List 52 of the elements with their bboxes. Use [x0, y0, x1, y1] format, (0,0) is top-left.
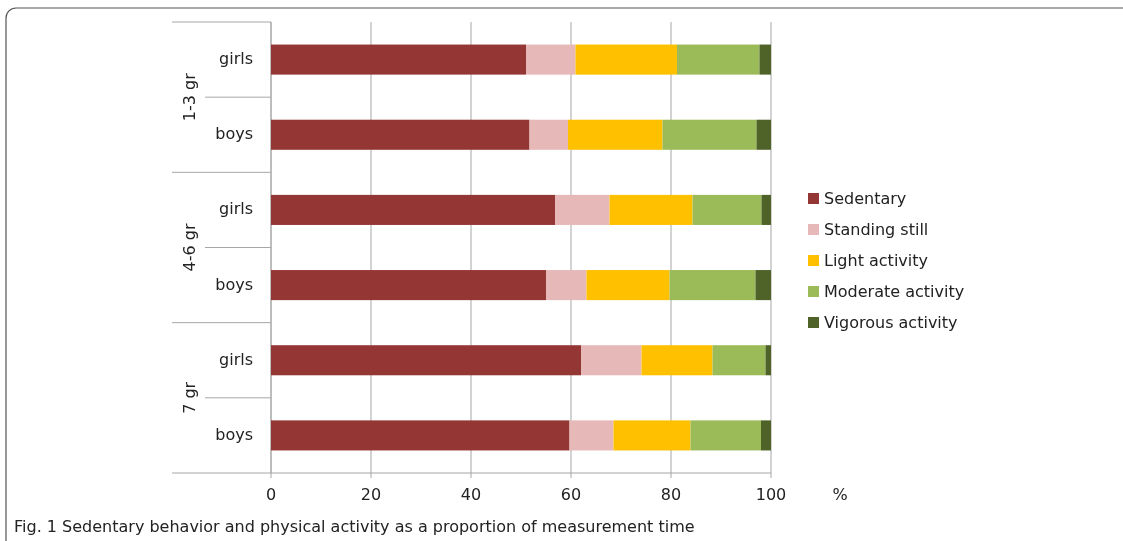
bar — [271, 44, 526, 75]
bar — [529, 119, 568, 150]
bar — [271, 420, 570, 451]
legend-label: Sedentary — [824, 188, 907, 208]
text: Fig. 1 Sedentary behavior and physical activity as a proportion of measurement time — [14, 517, 695, 536]
bar — [761, 420, 771, 451]
y-tick-label: girls — [219, 49, 253, 69]
bar — [526, 44, 576, 75]
y-tick-label: boys — [215, 424, 253, 444]
x-tick-label: 40 — [460, 485, 482, 504]
bar — [765, 345, 771, 376]
bar — [641, 345, 713, 376]
bar — [271, 270, 546, 301]
bar — [609, 194, 693, 225]
y-tick-label: boys — [215, 274, 253, 294]
bar — [569, 420, 614, 451]
legend-label: Standing still — [824, 219, 929, 239]
bar — [677, 44, 760, 75]
bar — [669, 270, 756, 301]
text: 4-6 gr — [179, 223, 199, 272]
x-axis-title: % — [832, 485, 848, 504]
bar — [271, 119, 530, 150]
bar — [662, 119, 757, 150]
legend-label: Moderate activity — [824, 281, 965, 301]
x-tick-label: 100 — [755, 485, 787, 504]
x-tick-label: 80 — [660, 485, 682, 504]
bar — [271, 345, 581, 376]
bar — [568, 119, 663, 150]
bar — [759, 44, 771, 75]
bar — [581, 345, 642, 376]
bar — [690, 420, 761, 451]
bar — [756, 119, 771, 150]
y-tick-label: girls — [219, 199, 253, 219]
text: 1-3 gr — [179, 72, 199, 122]
x-tick-label: 20 — [360, 485, 382, 504]
text: 7 gr — [179, 381, 199, 414]
bar — [586, 270, 670, 301]
bar — [761, 194, 771, 225]
legend-label: Vigorous activity — [824, 312, 958, 332]
bar — [546, 270, 587, 301]
bar — [712, 345, 766, 376]
y-tick-label: boys — [215, 124, 253, 144]
bar — [692, 194, 762, 225]
legend-label: Light activity — [824, 250, 928, 270]
bar — [555, 194, 610, 225]
bar — [755, 270, 771, 301]
x-tick-label: 60 — [560, 485, 582, 504]
bar — [271, 194, 555, 225]
y-tick-label: girls — [219, 349, 253, 369]
bar — [575, 44, 677, 75]
x-tick-label: 0 — [265, 485, 277, 504]
bar — [613, 420, 691, 451]
